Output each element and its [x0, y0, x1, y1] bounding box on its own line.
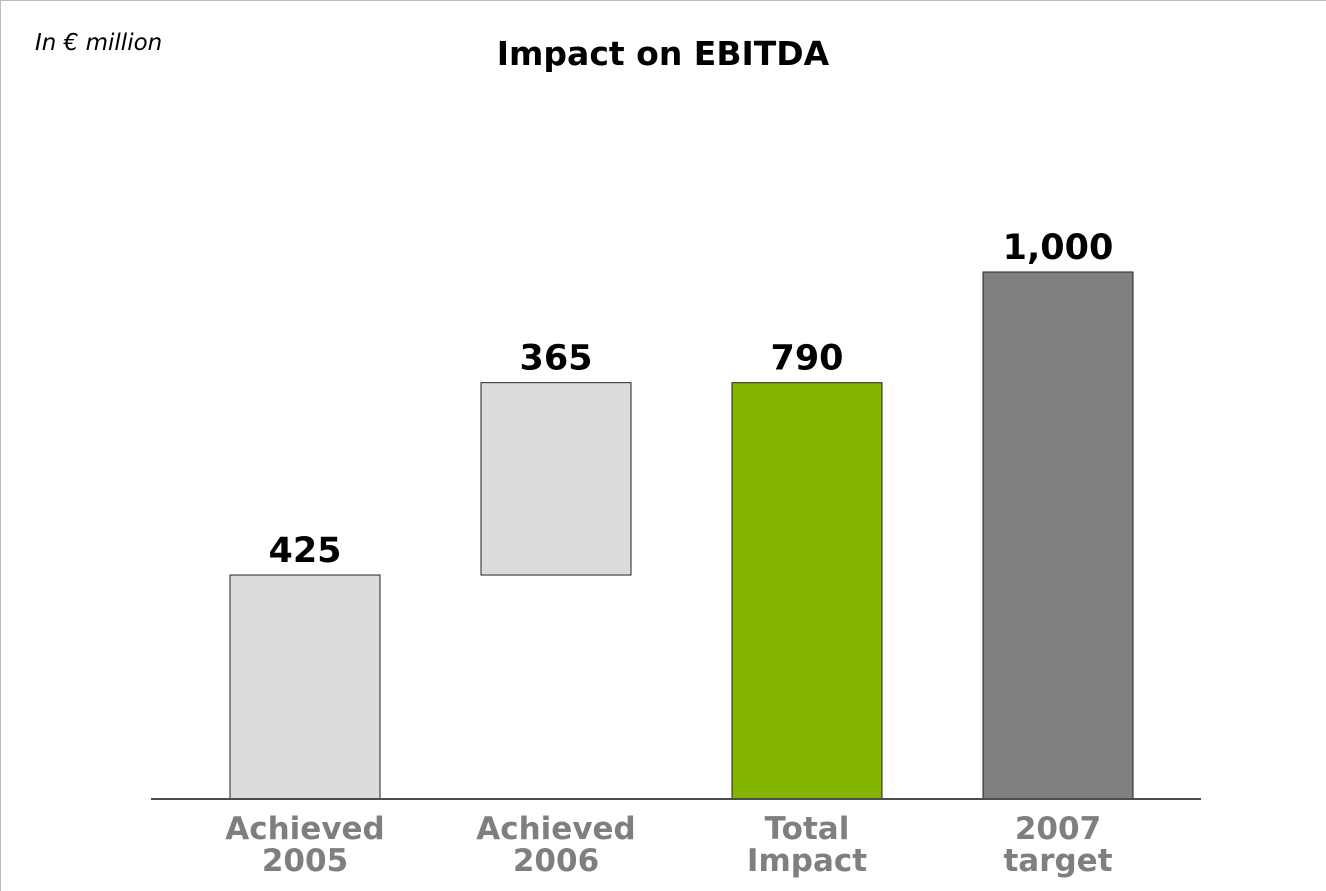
category-label: 2005 — [262, 843, 348, 879]
bar — [982, 271, 1134, 800]
category-label: 2007 — [1015, 811, 1101, 847]
category-label: Impact — [747, 843, 867, 879]
category-label: target — [1003, 843, 1112, 879]
data-label: 425 — [268, 531, 341, 571]
category-label: Total — [765, 811, 850, 847]
chart-title: Impact on EBITDA — [496, 34, 830, 73]
bar — [731, 382, 883, 800]
bar — [480, 382, 632, 576]
unit-label: In € million — [35, 30, 163, 56]
bar — [229, 574, 381, 800]
data-label: 365 — [519, 339, 592, 379]
data-label: 1,000 — [1003, 228, 1114, 268]
category-label: Achieved — [225, 811, 385, 847]
data-label: 790 — [770, 339, 843, 379]
category-label: 2006 — [513, 843, 599, 879]
category-label: Achieved — [476, 811, 636, 847]
